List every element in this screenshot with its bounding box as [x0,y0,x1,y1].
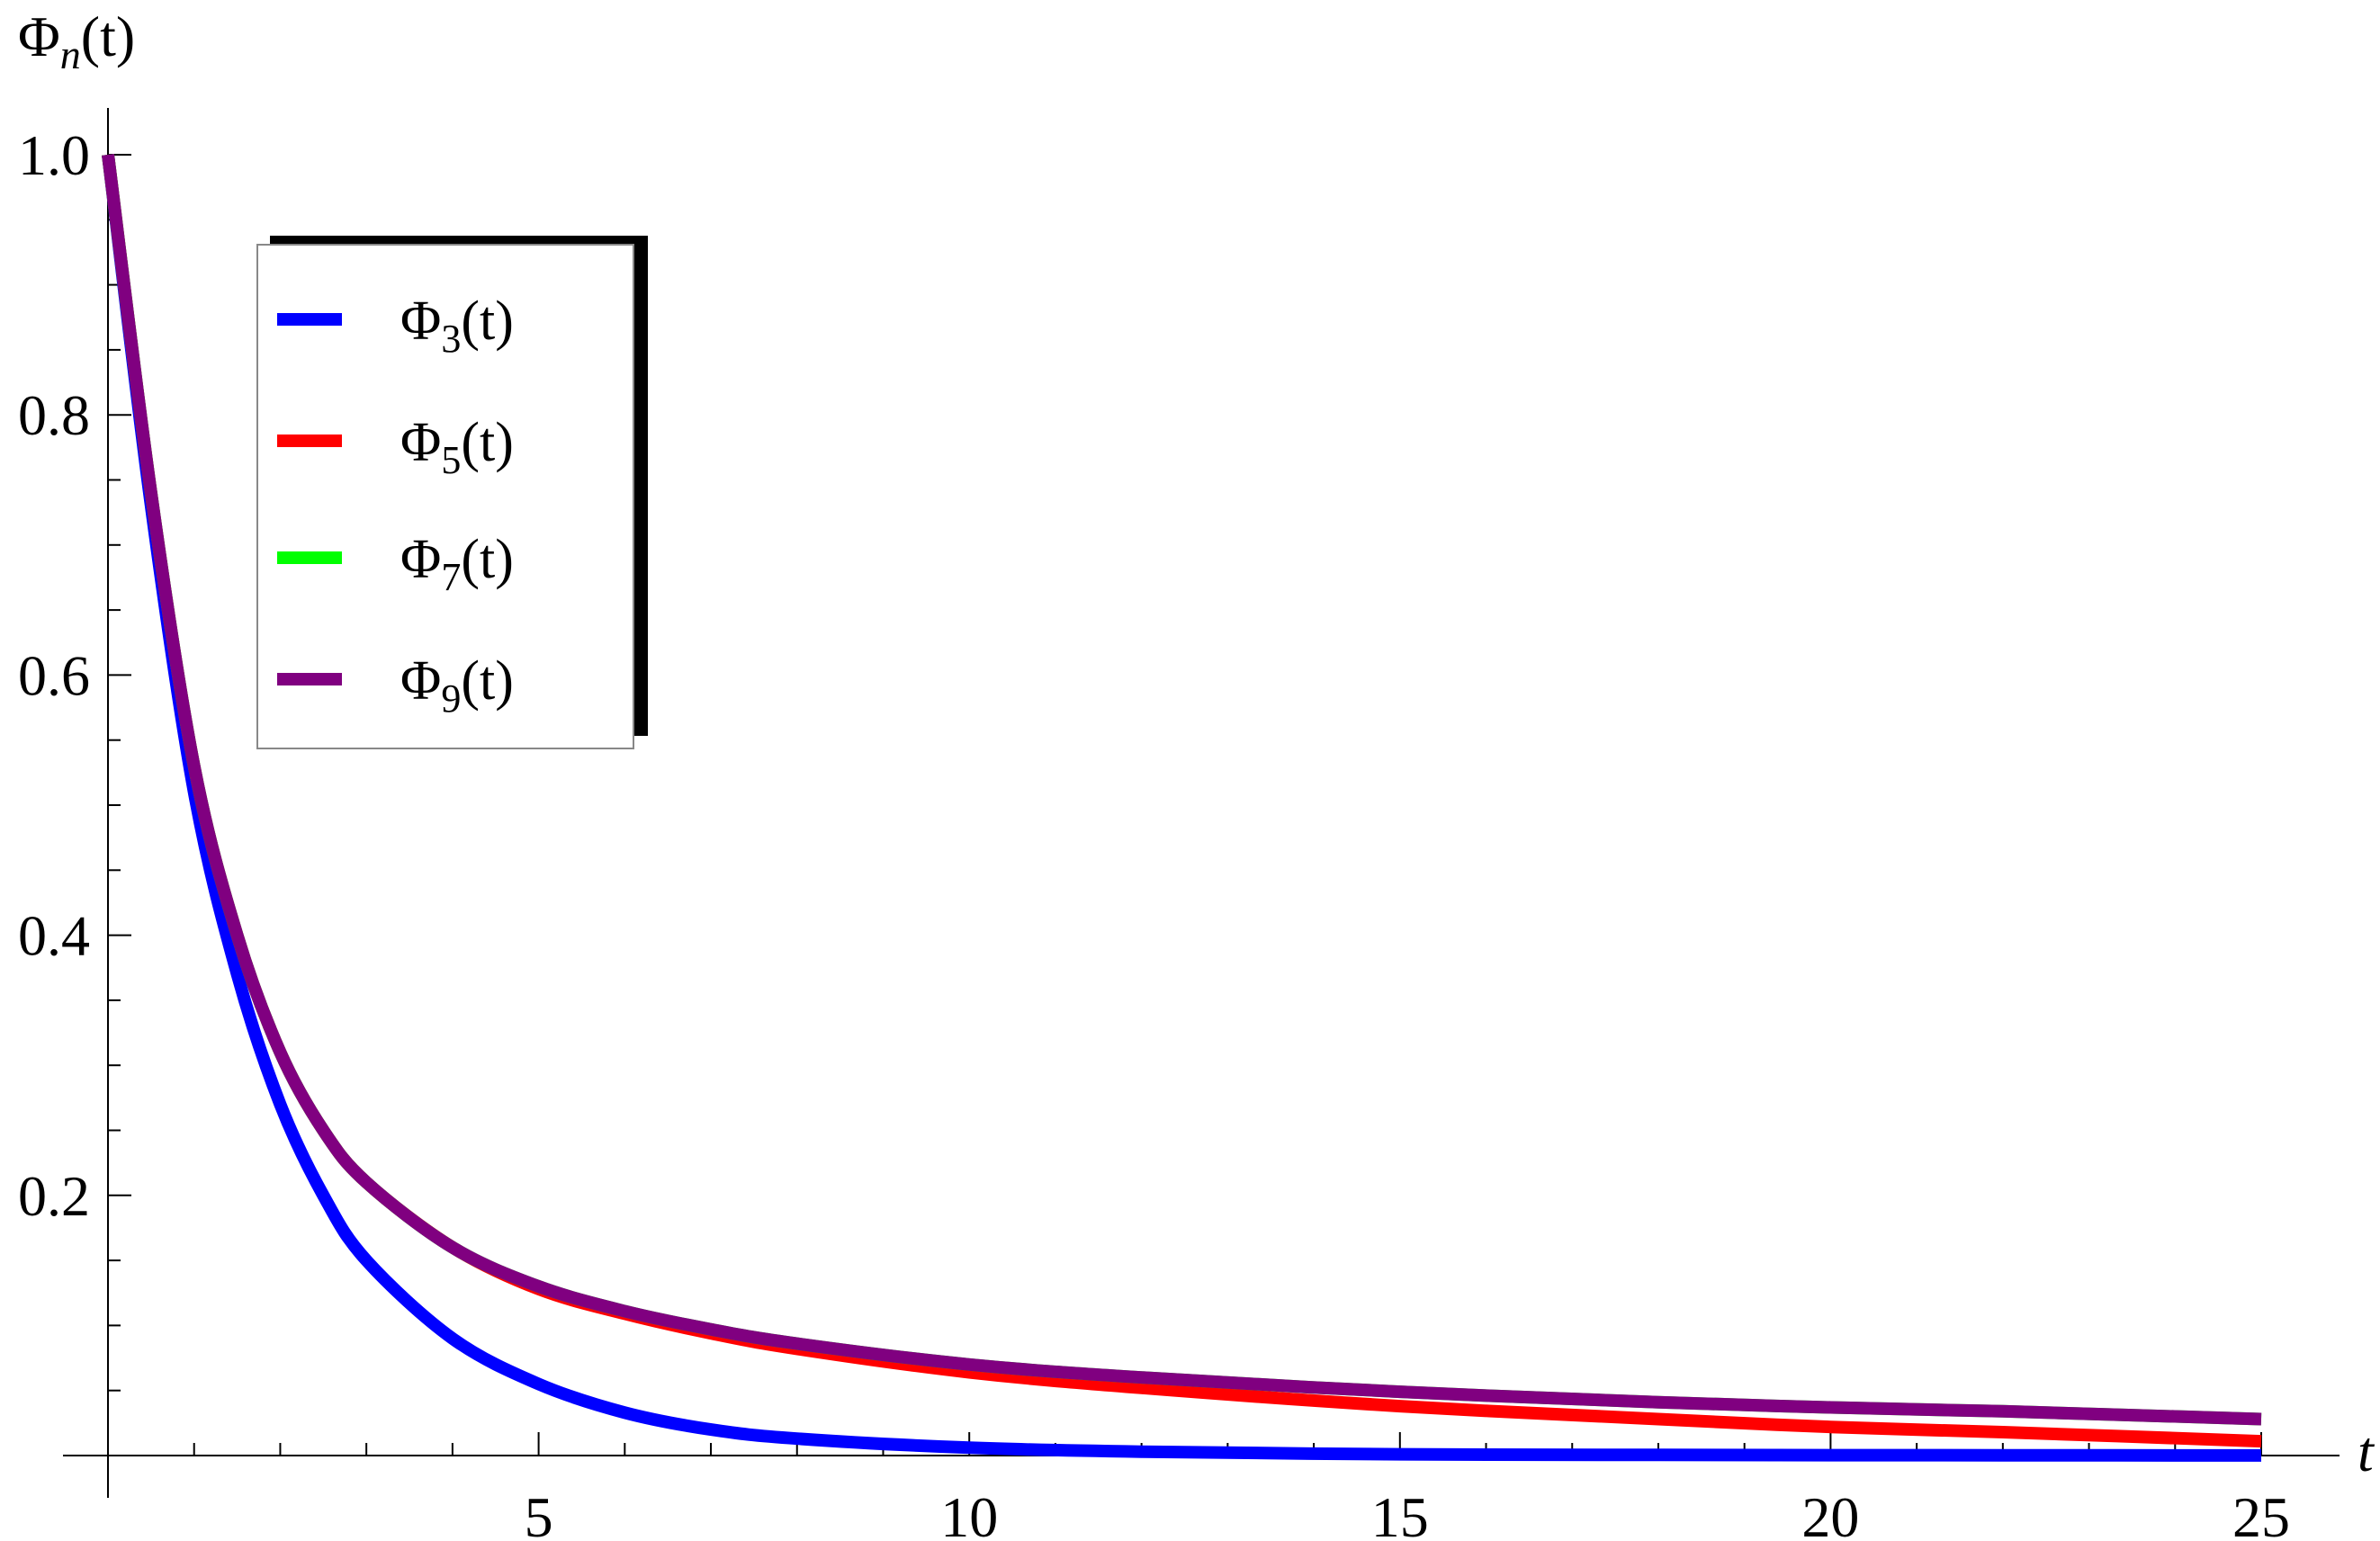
x-tick-label: 15 [1371,1485,1429,1541]
x-tick-label: 5 [525,1485,553,1541]
axes: 5 10 15 20 25 0.2 0.4 0.6 0.8 1.0 [18,108,2340,1541]
y-tick-label: 0.4 [18,904,90,968]
y-axis-title-subscript: n [60,31,81,77]
legend-label-phi9: Φ9(t) [400,650,514,721]
x-tick-label: 10 [940,1485,998,1541]
x-axis-title: t [2358,1420,2376,1483]
legend-label-phi5: Φ5(t) [400,412,514,482]
y-tick-label: 0.6 [18,643,90,707]
legend-label-phi3: Φ3(t) [400,291,514,361]
y-tick-label: 1.0 [18,123,90,187]
legend-box [256,244,634,749]
y-axis-title-arg: (t) [81,4,135,68]
y-tick-label: 0.2 [18,1164,90,1228]
legend-label-phi7: Φ7(t) [400,529,514,599]
y-axis-title-symbol: Φ [18,4,60,68]
x-tick-label: 25 [2232,1485,2290,1541]
y-tick-label: 0.8 [18,383,90,447]
x-tick-label: 20 [1801,1485,1859,1541]
legend: Φ3(t) Φ5(t) Φ7(t) Φ9(t) [256,236,648,749]
plot-lines [102,154,2262,1462]
series-line-phi9 [102,154,2262,1426]
series-line-phi3 [102,154,2262,1462]
y-axis-title: Φn(t) [18,4,135,77]
